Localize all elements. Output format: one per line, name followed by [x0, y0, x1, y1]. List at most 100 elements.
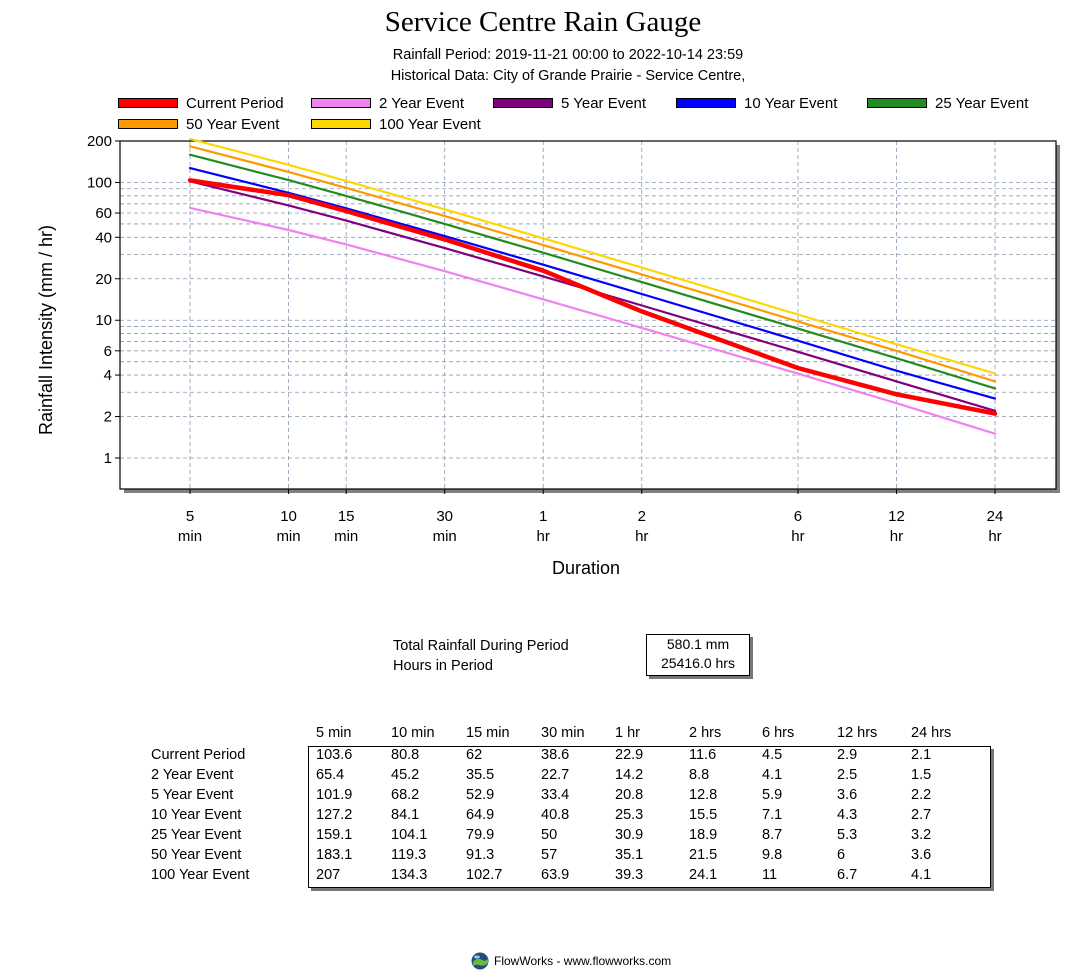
y-tick-label: 1: [104, 450, 112, 467]
table-cell: 14.2: [615, 767, 644, 783]
y-axis-title: Rainfall Intensity (mm / hr): [36, 225, 56, 435]
table-row-label: 50 Year Event: [151, 847, 242, 863]
x-tick-unit: min: [433, 528, 457, 545]
table-cell: 9.8: [762, 847, 783, 863]
table-column-header: 30 min: [541, 725, 585, 741]
series-line-current-period: [187, 178, 998, 416]
table-cell: 30.9: [615, 827, 644, 843]
x-tick-label: 1: [539, 508, 547, 525]
table-cell: 101.9: [316, 787, 353, 803]
x-tick-unit: hr: [537, 528, 550, 545]
table-cell: 91.3: [466, 847, 495, 863]
table-cell: 2.7: [911, 807, 932, 823]
table-column-header: 24 hrs: [911, 725, 952, 741]
table-cell: 11.6: [689, 747, 717, 763]
plot-area: [120, 141, 1056, 489]
x-tick-label: 30: [436, 508, 453, 525]
table-cell: 45.2: [391, 767, 420, 783]
table-cell: 35.1: [615, 847, 644, 863]
series-line-100-year-event: [188, 137, 997, 375]
intensity-table-values: 103.6 80.8 62 38.6 22.9 11.6 4.5 2.9 2.1 65.4 45.2…: [308, 746, 991, 888]
x-tick-unit: hr: [890, 528, 903, 545]
legend-swatch: [493, 98, 553, 108]
x-tick-unit: hr: [988, 528, 1001, 545]
totals-labels: Total Rainfall During Period Hours in Pe…: [393, 636, 569, 676]
legend-item: 2 Year Event: [311, 94, 464, 112]
footer-text[interactable]: FlowWorks - www.flowworks.com: [494, 954, 672, 968]
x-tick-label: 15: [338, 508, 355, 525]
table-cell: 38.6: [541, 747, 570, 763]
legend-item: 50 Year Event: [118, 115, 279, 133]
table-cell: 63.9: [541, 867, 570, 883]
y-tick-label: 6: [104, 343, 112, 360]
legend-swatch: [118, 119, 178, 129]
legend-label: 50 Year Event: [186, 115, 280, 133]
x-tick-label: 12: [888, 508, 905, 525]
legend-swatch: [311, 98, 371, 108]
table-cell: 11: [762, 867, 778, 883]
table-cell: 127.2: [316, 807, 353, 823]
y-tick-label: 200: [87, 133, 112, 150]
rain-intensity-chart: 1246102040601002005min10min15min30min1hr…: [36, 133, 1060, 578]
legend-label: Current Period: [186, 94, 284, 112]
x-tick-unit: hr: [635, 528, 648, 545]
table-cell: 62: [466, 747, 483, 763]
legend-swatch: [118, 98, 178, 108]
table-column-header: 6 hrs: [762, 725, 795, 741]
table-cell: 84.1: [391, 807, 420, 823]
x-tick-label: 2: [638, 508, 646, 525]
table-cell: 65.4: [316, 767, 345, 783]
table-cell: 39.3: [615, 867, 644, 883]
series-line-10-year-event: [188, 167, 997, 400]
table-cell: 22.9: [615, 747, 644, 763]
table-row-label: Current Period: [151, 747, 246, 763]
table-cell: 159.1: [316, 827, 353, 843]
series-line-25-year-event: [188, 153, 997, 390]
table-cell: 18.9: [689, 827, 718, 843]
table-cell: 3.6: [911, 847, 932, 863]
table-cell: 64.9: [466, 807, 495, 823]
table-cell: 4.1: [911, 867, 932, 883]
y-tick-label: 10: [95, 312, 112, 329]
y-tick-label: 100: [87, 174, 112, 191]
table-column-header: 10 min: [391, 725, 435, 741]
table-row-label: 5 Year Event: [151, 787, 234, 803]
table-cell: 20.8: [615, 787, 644, 803]
chart-title: Service Centre Rain Gauge: [384, 6, 702, 38]
table-cell: 57: [541, 847, 558, 863]
table-cell: 5.9: [762, 787, 783, 803]
table-cell: 22.7: [541, 767, 570, 783]
table-row-label: 25 Year Event: [151, 827, 242, 843]
table-cell: 33.4: [541, 787, 570, 803]
table-cell: 4.1: [762, 767, 783, 783]
x-tick-unit: min: [178, 528, 202, 545]
legend-swatch: [676, 98, 736, 108]
legend: Current Period 2 Year Event 5 Year Event 10…: [0, 0, 1086, 140]
legend-item: 100 Year Event: [311, 115, 481, 133]
table-cell: 134.3: [391, 867, 428, 883]
x-tick-label: 24: [987, 508, 1004, 525]
table-row-label: 10 Year Event: [151, 807, 242, 823]
legend-item: Current Period: [118, 94, 284, 112]
table-cell: 4.3: [837, 807, 858, 823]
table-cell: 2.1: [911, 747, 932, 763]
x-tick-label: 5: [186, 508, 194, 525]
table-cell: 50: [541, 827, 558, 843]
table-cell: 2.5: [837, 767, 858, 783]
x-tick-label: 10: [280, 508, 297, 525]
x-tick-label: 6: [794, 508, 802, 525]
table-cell: 79.9: [466, 827, 495, 843]
table-column-header: 2 hrs: [689, 725, 722, 741]
y-tick-label: 60: [95, 205, 112, 222]
legend-label: 5 Year Event: [561, 94, 647, 112]
plot-border: [119, 140, 1057, 490]
table-cell: 24.1: [689, 867, 718, 883]
table-cell: 6.7: [837, 867, 858, 883]
legend-item: 5 Year Event: [493, 94, 646, 112]
table-cell: 8.7: [762, 827, 783, 843]
table-cell: 1.5: [911, 767, 932, 783]
x-tick-unit: hr: [791, 528, 804, 545]
legend-item: 10 Year Event: [676, 94, 837, 112]
table-cell: 21.5: [689, 847, 718, 863]
footer[interactable]: FlowWorks - www.flowworks.com: [471, 952, 671, 970]
